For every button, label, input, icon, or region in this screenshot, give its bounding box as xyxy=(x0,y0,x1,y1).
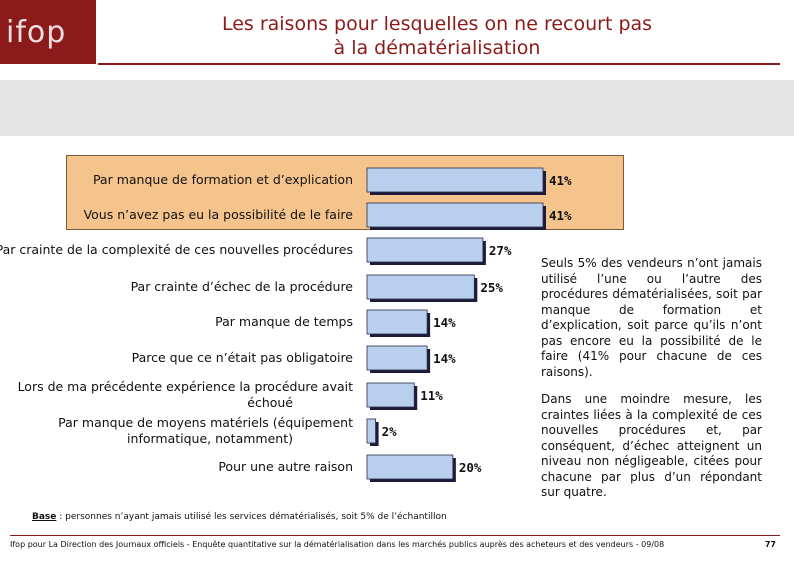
category-label: Vous n’avez pas eu la possibilité de le … xyxy=(84,207,354,222)
bar xyxy=(366,202,544,228)
base-label: Base xyxy=(32,512,57,522)
title-line-2: à la dématérialisation xyxy=(333,37,541,59)
footer-divider xyxy=(10,535,780,536)
value-label: 41% xyxy=(549,173,572,188)
value-label: 11% xyxy=(420,388,443,403)
grey-banner xyxy=(0,80,794,136)
value-label: 25% xyxy=(480,280,503,295)
ifop-logo: ifop xyxy=(0,0,96,64)
category-label: Par manque de moyens matériels (équipeme… xyxy=(58,415,353,446)
value-label: 14% xyxy=(433,315,456,330)
base-note: Base : personnes n’ayant jamais utilisé … xyxy=(32,512,447,522)
base-text: : personnes n’ayant jamais utilisé les s… xyxy=(56,512,447,522)
bar xyxy=(366,167,544,193)
bar xyxy=(366,309,428,335)
category-label: Par manque de formation et d’explication xyxy=(93,172,353,187)
logo-text: ifop xyxy=(6,15,67,50)
commentary-paragraph-1: Seuls 5% des vendeurs n’ont jamais utili… xyxy=(541,256,762,379)
footer-source: Ifop pour La Direction des Journaux offi… xyxy=(10,540,665,549)
bar-chart: Par manque de formation et d’explication… xyxy=(0,167,572,482)
commentary-paragraph-2: Dans une moindre mesure, les craintes li… xyxy=(541,392,762,499)
value-label: 20% xyxy=(459,460,482,475)
category-label: Pour une autre raison xyxy=(218,459,353,474)
title-line-1: Les raisons pour lesquelles on ne recour… xyxy=(221,13,653,35)
page-title: Les raisons pour lesquelles on ne recour… xyxy=(110,12,764,60)
page-number: 77 xyxy=(764,540,776,549)
value-label: 41% xyxy=(549,208,572,223)
title-divider xyxy=(98,63,780,65)
bar xyxy=(366,345,428,371)
commentary: Seuls 5% des vendeurs n’ont jamais utili… xyxy=(541,256,762,513)
value-label: 2% xyxy=(382,424,398,439)
category-label: Lors de ma précédente expérience la proc… xyxy=(18,379,354,410)
bar xyxy=(366,454,454,480)
bar xyxy=(366,382,415,408)
bar xyxy=(366,418,376,444)
category-label: Par crainte d’échec de la procédure xyxy=(131,279,354,294)
bar xyxy=(366,274,475,300)
category-label: Par crainte de la complexité de ces nouv… xyxy=(0,242,353,257)
value-label: 14% xyxy=(433,351,456,366)
category-label: Parce que ce n’était pas obligatoire xyxy=(132,350,354,365)
bar xyxy=(366,237,484,263)
category-label: Par manque de temps xyxy=(215,314,353,329)
value-label: 27% xyxy=(489,243,512,258)
